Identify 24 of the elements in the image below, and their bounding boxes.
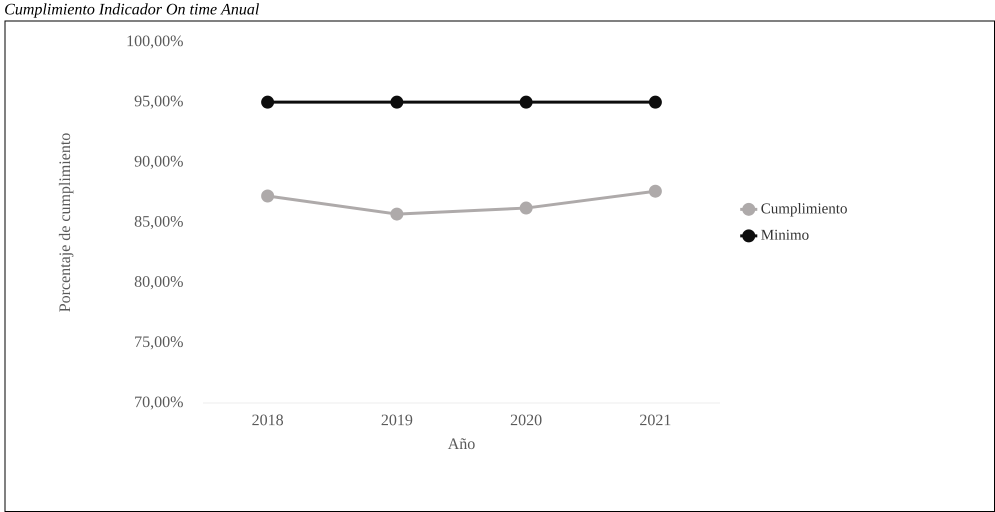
y-tick-label: 85,00% — [134, 216, 183, 230]
y-tick-label: 100,00% — [128, 35, 183, 49]
x-tick-label: 2019 — [382, 414, 412, 426]
x-tick-label: 2018 — [252, 414, 284, 426]
y-tick-label: 80,00% — [134, 276, 183, 290]
y-tick-label: 90,00% — [134, 156, 183, 169]
y-tick-label: 95,00% — [134, 96, 183, 109]
legend-label: Minimo — [761, 230, 809, 240]
point — [261, 190, 274, 203]
point — [390, 96, 404, 109]
point — [520, 202, 533, 215]
point — [648, 184, 662, 198]
x-tick-label: 2020 — [510, 414, 542, 426]
x-tick-label: 2021 — [640, 414, 670, 426]
y-tick-label: 70,00% — [135, 396, 183, 410]
legend-label: Cumplimiento — [761, 202, 847, 217]
point — [520, 96, 533, 109]
point — [261, 96, 274, 109]
y-tick-label: 75,00% — [135, 336, 183, 350]
y-axis-title: Porcentaje de cumplimiento — [58, 133, 74, 312]
chart-title: Cumplimiento Indicador On time Anual — [5, 3, 259, 18]
x-axis-title: Año — [448, 438, 475, 450]
point — [390, 208, 404, 221]
point — [648, 96, 662, 109]
